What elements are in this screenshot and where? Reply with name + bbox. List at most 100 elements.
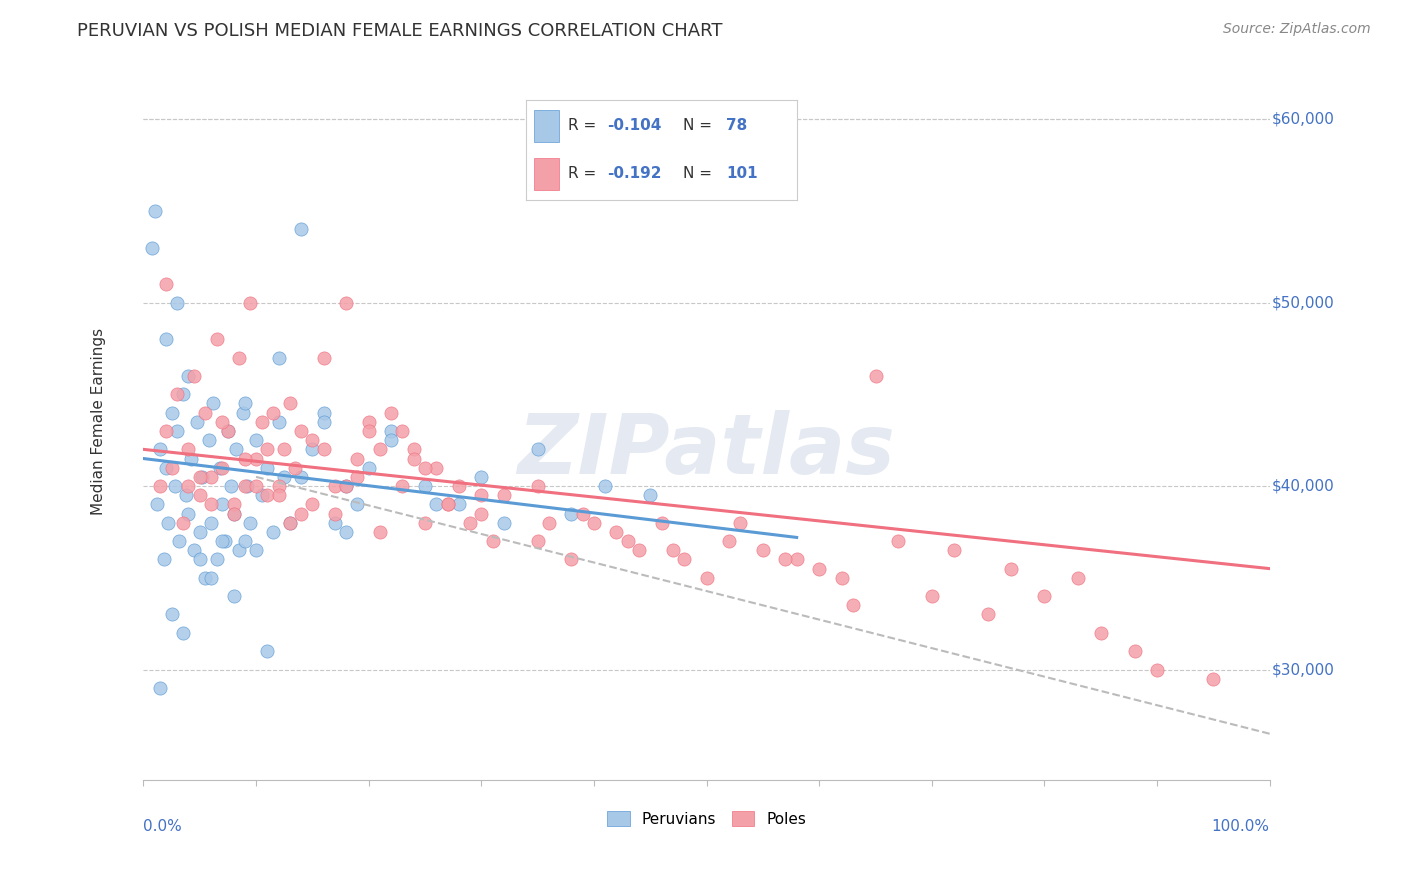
Point [174,488,197,502]
Point [470,488,492,502]
Point [458,516,481,530]
Point [188,488,211,502]
Point [149,681,172,695]
Point [831,571,853,585]
Point [191,470,214,484]
Point [977,607,1000,622]
Point [177,368,200,383]
Text: Median Female Earnings: Median Female Earnings [91,328,105,516]
Point [718,534,741,549]
Point [650,516,672,530]
Point [786,552,808,566]
Point [616,534,638,549]
Point [155,332,177,346]
Point [346,451,368,466]
Point [239,516,262,530]
Point [391,424,413,438]
Point [222,497,245,511]
Point [808,561,831,575]
Point [605,524,627,539]
Point [245,479,267,493]
Text: Source: ZipAtlas.com: Source: ZipAtlas.com [1223,22,1371,37]
Point [335,524,357,539]
Point [245,433,267,447]
Point [166,424,188,438]
Point [526,479,548,493]
Point [357,415,380,429]
Point [149,442,172,457]
Point [231,406,253,420]
Point [290,222,312,236]
Point [245,543,267,558]
Point [492,488,515,502]
Point [256,644,278,658]
Point [425,497,447,511]
Point [155,424,177,438]
Point [256,442,278,457]
Point [380,424,402,438]
Point [222,507,245,521]
Point [425,460,447,475]
Text: $40,000: $40,000 [1272,479,1334,493]
Text: $30,000: $30,000 [1272,662,1334,677]
Point [245,451,267,466]
Point [205,332,228,346]
Point [200,516,222,530]
Point [560,507,582,521]
Point [436,497,458,511]
Point [172,516,194,530]
Text: PERUVIAN VS POLISH MEDIAN FEMALE EARNINGS CORRELATION CHART: PERUVIAN VS POLISH MEDIAN FEMALE EARNING… [77,22,723,40]
Point [250,415,273,429]
Point [1033,589,1056,603]
Point [301,497,323,511]
Point [188,524,211,539]
Point [290,507,312,521]
Point [312,351,335,365]
Point [413,460,436,475]
Point [188,552,211,566]
Point [560,552,582,566]
Point [1202,672,1225,686]
Point [323,479,346,493]
Text: 0.0%: 0.0% [143,819,183,834]
Legend: Peruvians, Poles: Peruvians, Poles [600,805,813,833]
Point [323,516,346,530]
Point [865,368,887,383]
Point [1000,561,1022,575]
Point [166,295,188,310]
Point [571,507,593,521]
Point [752,543,775,558]
Point [197,433,219,447]
Point [236,479,259,493]
Point [211,460,233,475]
Point [481,534,503,549]
Point [146,497,169,511]
Point [211,415,233,429]
Point [470,507,492,521]
Point [228,351,250,365]
Point [582,516,605,530]
Point [402,442,425,457]
Point [233,534,256,549]
Text: 100.0%: 100.0% [1212,819,1270,834]
Point [593,479,616,493]
Point [301,442,323,457]
Point [391,479,413,493]
Point [233,396,256,410]
Point [492,516,515,530]
Point [163,479,186,493]
Point [222,507,245,521]
Point [211,497,233,511]
Text: $60,000: $60,000 [1272,112,1334,127]
Point [169,534,191,549]
Text: ZIPatlas: ZIPatlas [517,410,896,491]
Point [200,497,222,511]
Point [183,543,205,558]
Point [335,479,357,493]
Point [228,543,250,558]
Point [346,497,368,511]
Point [202,396,225,410]
Point [177,507,200,521]
Point [166,387,188,401]
Point [177,442,200,457]
